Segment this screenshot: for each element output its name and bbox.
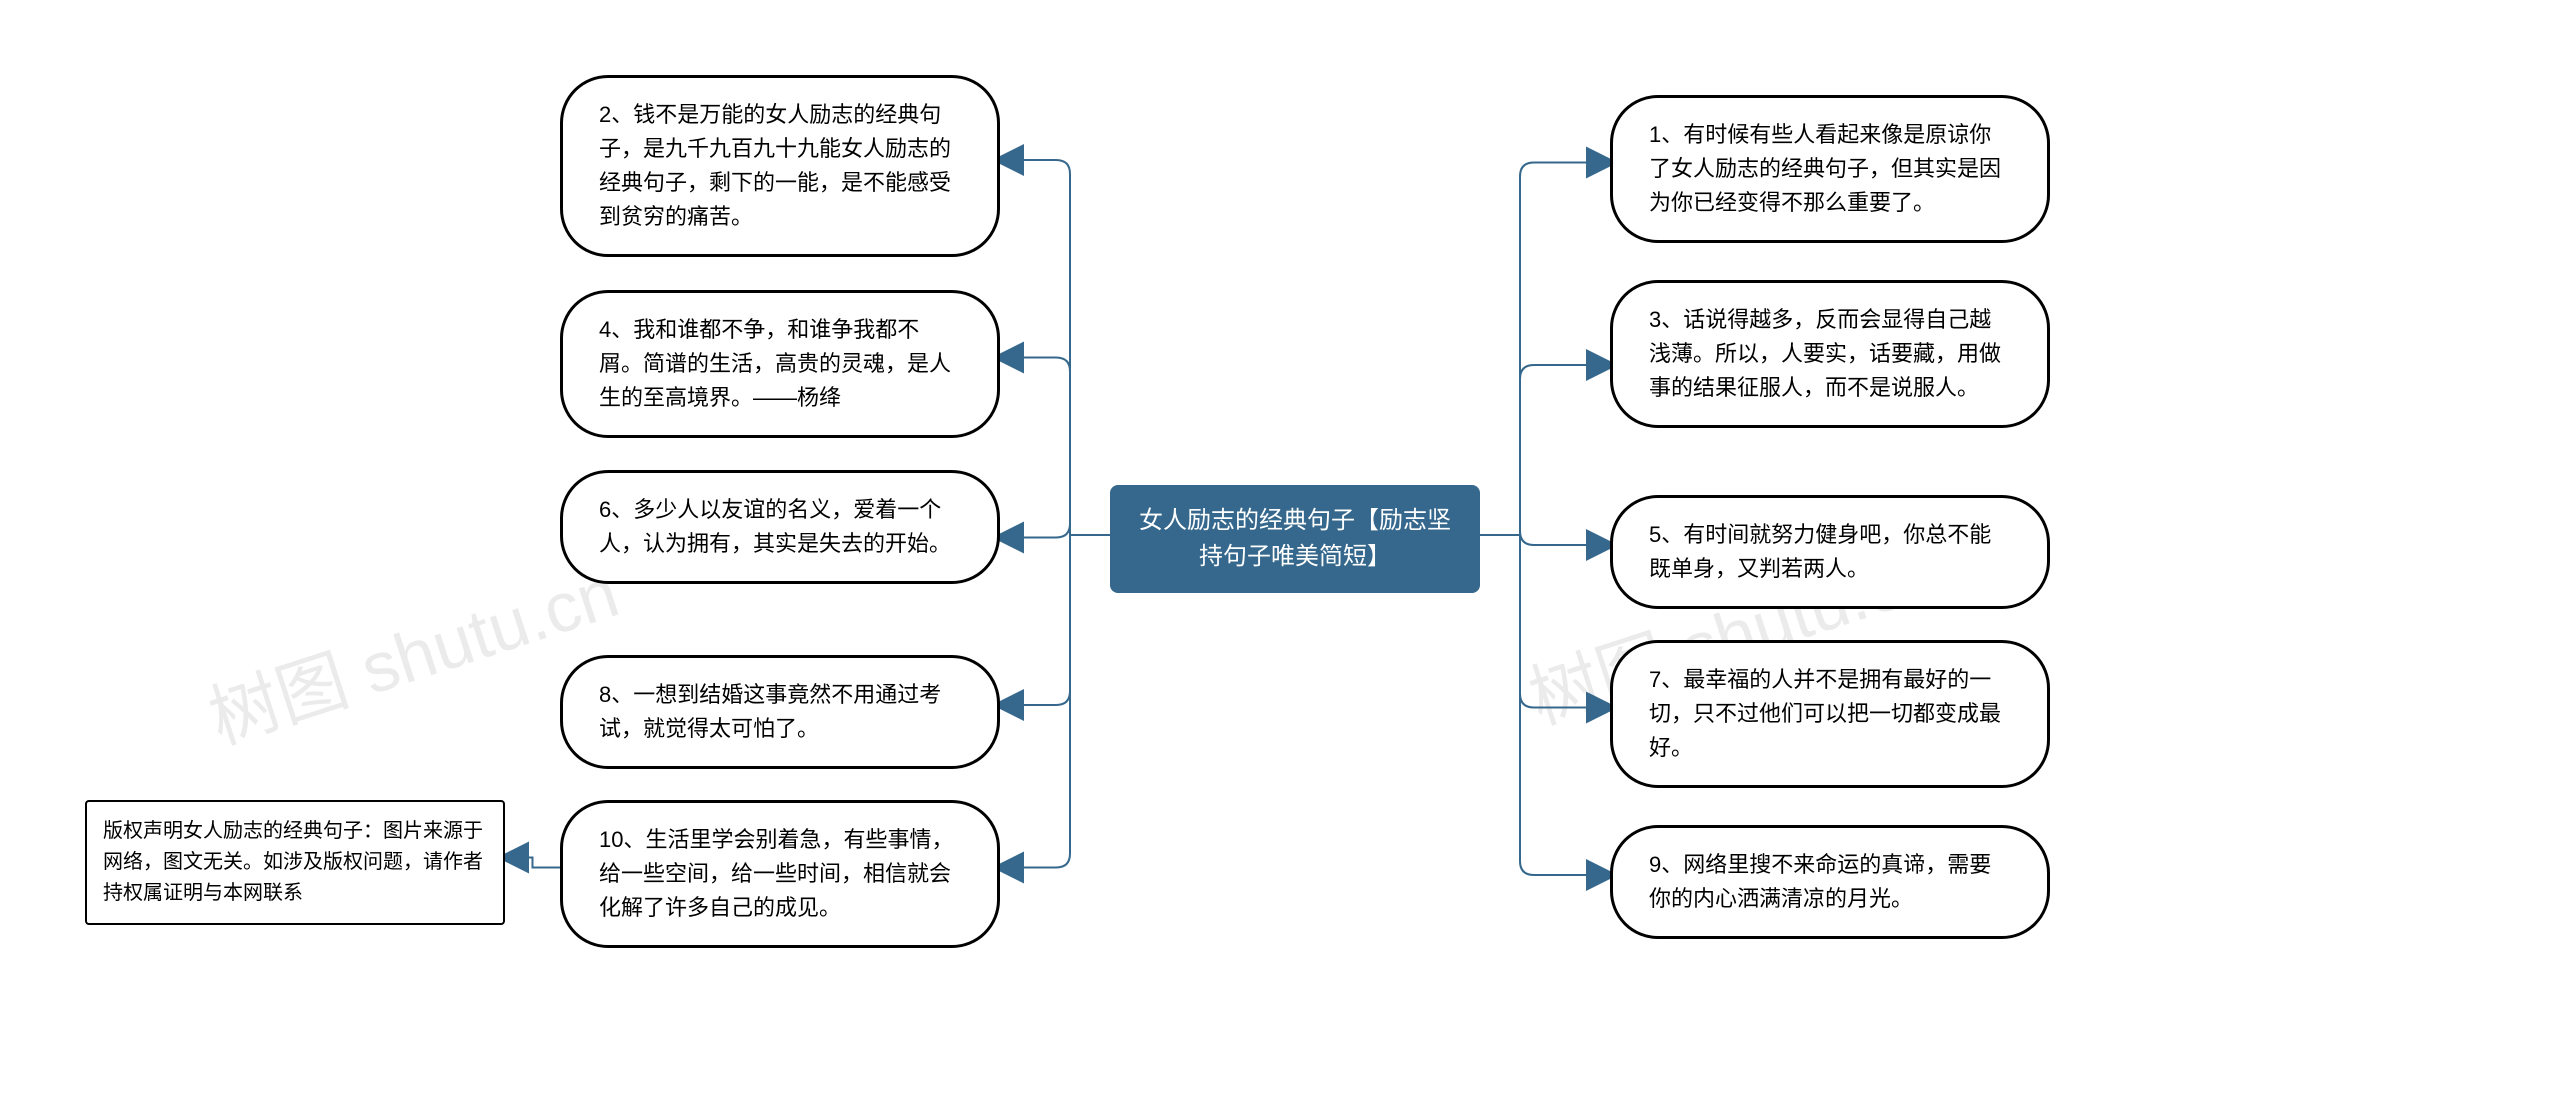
footnote-box: 版权声明女人励志的经典句子：图片来源于网络，图文无关。如涉及版权问题，请作者持权…: [85, 800, 505, 925]
leaf-n3: 3、话说得越多，反而会显得自己越浅薄。所以，人要实，话要藏，用做事的结果征服人，…: [1610, 280, 2050, 428]
leaf-n8: 8、一想到结婚这事竟然不用通过考试，就觉得太可怕了。: [560, 655, 1000, 769]
leaf-n9: 9、网络里搜不来命运的真谛，需要你的内心洒满清凉的月光。: [1610, 825, 2050, 939]
leaf-n7: 7、最幸福的人并不是拥有最好的一切，只不过他们可以把一切都变成最好。: [1610, 640, 2050, 788]
leaf-n6: 6、多少人以友谊的名义，爱着一个人，认为拥有，其实是失去的开始。: [560, 470, 1000, 584]
leaf-n1: 1、有时候有些人看起来像是原谅你了女人励志的经典句子，但其实是因为你已经变得不那…: [1610, 95, 2050, 243]
leaf-n2: 2、钱不是万能的女人励志的经典句子，是九千九百九十九能女人励志的经典句子，剩下的…: [560, 75, 1000, 257]
center-node: 女人励志的经典句子【励志坚持句子唯美简短】: [1110, 485, 1480, 593]
leaf-n10: 10、生活里学会别着急，有些事情，给一些空间，给一些时间，相信就会化解了许多自己…: [560, 800, 1000, 948]
mindmap-canvas: 树图 shutu.cn 树图 shutu.cn 女人励志的经典句子【励志坚持句子…: [0, 0, 2560, 1119]
leaf-n5: 5、有时间就努力健身吧，你总不能既单身，又判若两人。: [1610, 495, 2050, 609]
leaf-n4: 4、我和谁都不争，和谁争我都不屑。简谱的生活，高贵的灵魂，是人生的至高境界。——…: [560, 290, 1000, 438]
